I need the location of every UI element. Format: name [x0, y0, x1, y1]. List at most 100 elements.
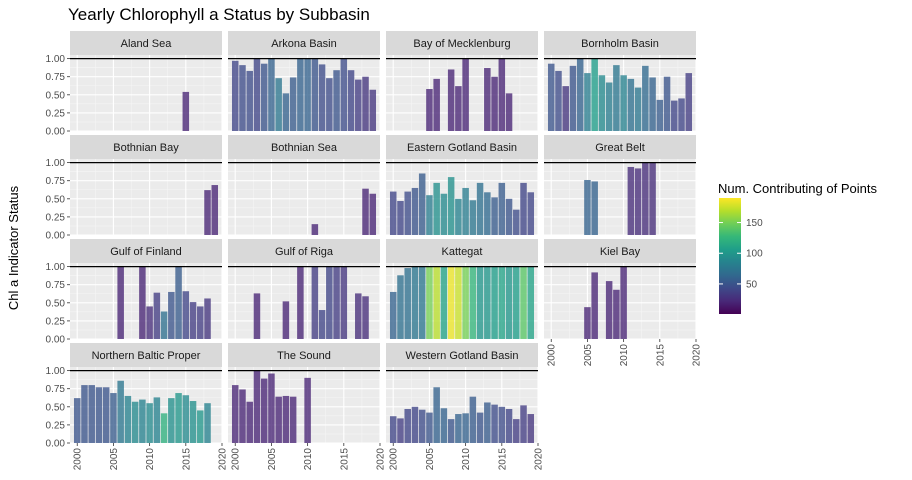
- bar: [484, 192, 491, 235]
- bar: [447, 177, 455, 235]
- facet-strip: [70, 239, 222, 263]
- bar: [347, 70, 355, 131]
- bar: [268, 373, 275, 443]
- bar: [426, 266, 433, 339]
- legend-tick-label: 50: [746, 279, 758, 290]
- facet-panel: The Sound: [228, 343, 381, 444]
- bar: [613, 289, 620, 339]
- bar: [397, 275, 404, 339]
- x-tick-label: 2000: [547, 344, 558, 367]
- bar: [211, 185, 219, 235]
- bar: [591, 58, 598, 131]
- bar: [491, 266, 498, 339]
- x-tick-label: 2015: [339, 448, 350, 471]
- bar: [462, 266, 469, 339]
- facet-strip: [228, 239, 380, 263]
- bar: [153, 397, 161, 443]
- bar: [562, 86, 569, 131]
- bar: [484, 68, 491, 131]
- bar: [476, 182, 484, 235]
- y-tick-label: 0.50: [46, 298, 66, 309]
- bar: [569, 65, 577, 131]
- bar: [433, 182, 440, 235]
- facet-strip: [386, 239, 538, 263]
- bar: [634, 168, 642, 235]
- y-tick-label: 1.00: [46, 54, 66, 65]
- bar: [498, 266, 506, 339]
- bar: [455, 198, 462, 235]
- x-tick-label: 2010: [619, 344, 630, 367]
- x-axes: 2000 2005 2010 2015 2020 2000 2005 2010 2015 2020…: [73, 339, 703, 470]
- bar: [476, 266, 484, 339]
- bar: [160, 413, 168, 443]
- bar: [139, 266, 146, 339]
- panel-background: [544, 159, 696, 235]
- y-tick-label: 0.50: [46, 402, 66, 413]
- bar: [189, 302, 197, 339]
- bar: [246, 401, 253, 443]
- facet-label: Northern Baltic Proper: [92, 350, 201, 362]
- facet-strip: [544, 31, 696, 55]
- bar: [584, 179, 591, 235]
- bar: [73, 398, 81, 443]
- bar: [627, 166, 635, 235]
- bar: [318, 310, 326, 339]
- bar: [505, 93, 513, 131]
- bar: [591, 181, 598, 235]
- bar: [146, 306, 153, 339]
- bar: [282, 93, 290, 131]
- x-tick-label: 2005: [425, 448, 436, 471]
- y-tick-label: 0.25: [46, 420, 66, 431]
- y-tick-label: 0.25: [46, 108, 66, 119]
- bar: [440, 266, 448, 339]
- bar: [462, 413, 469, 443]
- bar: [139, 399, 146, 443]
- bar: [304, 58, 311, 131]
- y-tick-label: 0.00: [46, 439, 66, 450]
- bar: [197, 410, 204, 443]
- bar: [146, 403, 153, 443]
- bar: [362, 76, 369, 131]
- bar: [404, 408, 411, 443]
- bar: [333, 266, 340, 339]
- facet-label: Gulf of Riga: [275, 246, 334, 258]
- bar: [620, 266, 627, 339]
- y-tick-label: 0.50: [46, 194, 66, 205]
- bar: [289, 396, 297, 443]
- facet-panel: Eastern Gotland Basin: [386, 135, 539, 236]
- facet-panel: Western Gotland Basin: [386, 343, 539, 444]
- bar: [513, 209, 520, 235]
- x-tick-label: 2010: [303, 448, 314, 471]
- bar: [362, 188, 369, 235]
- bar: [527, 266, 535, 339]
- bar: [462, 187, 469, 235]
- x-tick-label: 2020: [218, 448, 229, 471]
- bar: [246, 70, 253, 131]
- bar: [102, 387, 110, 443]
- bar: [613, 65, 620, 131]
- bar: [520, 405, 527, 443]
- bar: [404, 191, 411, 235]
- bar: [663, 76, 671, 131]
- facet-label: Eastern Gotland Basin: [407, 142, 517, 154]
- bar: [469, 396, 477, 443]
- bar: [418, 173, 426, 235]
- bar: [362, 296, 369, 339]
- bar: [131, 401, 139, 443]
- bar: [462, 58, 469, 131]
- panel-background: [544, 263, 696, 339]
- bar: [447, 266, 455, 339]
- bar: [411, 406, 419, 443]
- bar: [513, 266, 520, 339]
- bar: [175, 266, 182, 339]
- facet-label: Bothnian Bay: [113, 142, 179, 154]
- facet-strip: [386, 343, 538, 367]
- x-tick-label: 2020: [534, 448, 545, 471]
- bar: [182, 91, 190, 131]
- x-tick-label: 2010: [461, 448, 472, 471]
- facet-strip: [386, 31, 538, 55]
- bar: [204, 403, 211, 443]
- panel-background: [70, 55, 222, 131]
- facet-label: Bornholm Basin: [581, 38, 659, 50]
- bar: [88, 385, 95, 443]
